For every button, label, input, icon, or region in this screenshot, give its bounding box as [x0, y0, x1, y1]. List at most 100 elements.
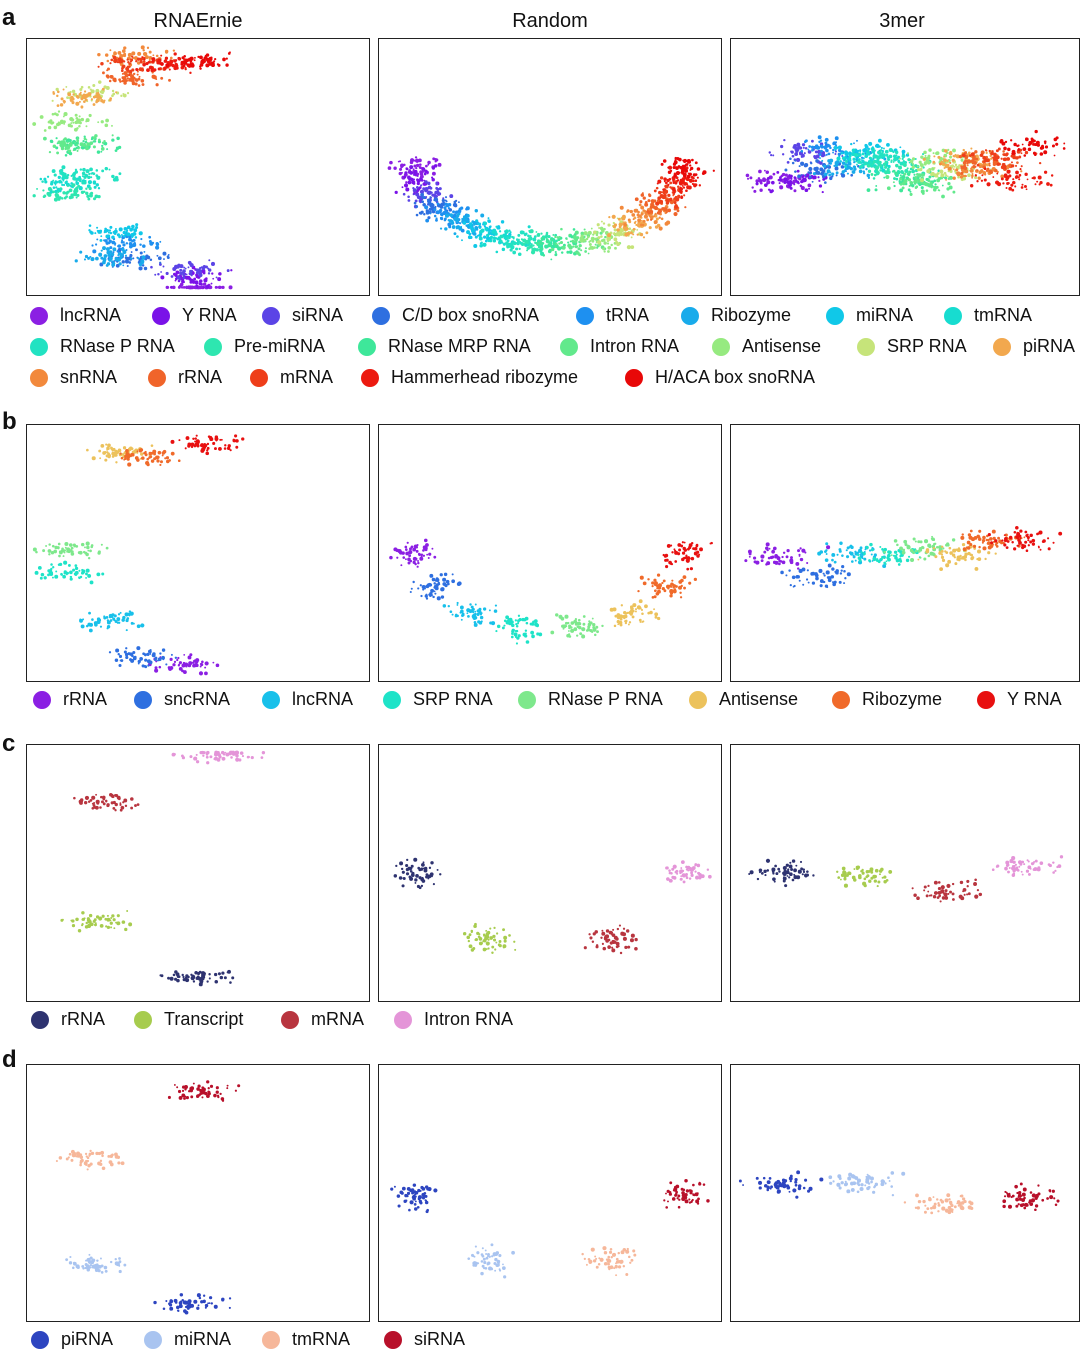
point — [823, 145, 828, 150]
point — [603, 227, 606, 231]
point — [1036, 143, 1041, 147]
point — [97, 551, 101, 555]
point — [693, 546, 698, 551]
point — [1005, 187, 1008, 190]
point — [195, 658, 200, 663]
point — [412, 547, 417, 552]
cluster-pre-mirna — [32, 183, 101, 202]
point — [663, 180, 666, 183]
point — [895, 156, 898, 159]
point — [957, 558, 961, 562]
point — [612, 221, 615, 225]
cluster-antisense — [917, 543, 997, 572]
point — [224, 751, 227, 754]
point — [110, 615, 114, 619]
point — [155, 83, 159, 87]
point — [420, 193, 424, 197]
point — [954, 562, 958, 566]
point — [97, 618, 102, 622]
point — [116, 617, 121, 621]
point — [172, 285, 176, 290]
point — [111, 260, 114, 263]
point — [165, 459, 170, 464]
point — [488, 220, 491, 223]
cluster-mrna — [73, 792, 140, 812]
point — [135, 223, 139, 227]
point — [827, 578, 832, 583]
point — [1020, 152, 1023, 155]
point — [123, 250, 126, 253]
point — [106, 803, 110, 808]
point — [111, 124, 113, 127]
point — [196, 975, 200, 979]
point — [505, 229, 509, 232]
point — [654, 589, 657, 593]
point — [78, 115, 81, 118]
point — [406, 541, 409, 544]
point — [498, 242, 501, 245]
point — [79, 250, 83, 254]
point — [62, 183, 66, 187]
point — [898, 557, 902, 562]
point — [67, 92, 72, 97]
point — [483, 225, 487, 228]
point — [1003, 534, 1006, 537]
point — [113, 927, 116, 930]
point — [94, 232, 97, 235]
point — [442, 197, 445, 200]
point — [73, 177, 78, 181]
scatter-panel-a-3 — [730, 38, 1080, 296]
point — [230, 269, 233, 272]
point — [926, 169, 931, 174]
point — [80, 85, 84, 89]
point — [664, 558, 668, 562]
point — [996, 155, 1000, 160]
point — [435, 585, 439, 589]
point — [49, 572, 54, 577]
point — [433, 555, 437, 559]
point — [1039, 152, 1044, 156]
point — [976, 180, 979, 183]
point — [978, 545, 981, 549]
point — [422, 195, 426, 200]
point — [415, 185, 419, 189]
cluster-rrna — [744, 542, 831, 570]
point — [796, 575, 800, 579]
point — [678, 580, 683, 584]
point — [572, 245, 575, 248]
point — [132, 650, 136, 655]
point — [973, 535, 978, 540]
point — [52, 179, 55, 182]
point — [925, 189, 929, 192]
point — [968, 151, 971, 155]
point — [59, 103, 64, 107]
point — [545, 233, 549, 236]
point — [56, 151, 60, 155]
point — [666, 544, 671, 548]
point — [400, 564, 403, 567]
point — [106, 625, 111, 629]
point — [205, 284, 210, 289]
point — [831, 567, 835, 571]
cluster-sncrna — [108, 646, 178, 669]
point — [75, 917, 79, 922]
panel-letter-b: b — [2, 408, 17, 435]
point — [843, 569, 846, 573]
point — [194, 437, 197, 440]
point — [831, 558, 834, 562]
cluster-rrna — [389, 538, 437, 568]
point — [1008, 535, 1013, 540]
point — [191, 975, 196, 980]
point — [576, 625, 580, 629]
point — [79, 87, 83, 92]
point — [897, 563, 901, 566]
point — [581, 634, 586, 639]
point — [803, 163, 808, 168]
point — [44, 180, 48, 184]
point — [555, 613, 559, 617]
point — [909, 192, 913, 196]
embedding-scatter — [32, 434, 245, 676]
point — [1034, 129, 1038, 134]
point — [989, 537, 993, 541]
point — [105, 925, 108, 928]
